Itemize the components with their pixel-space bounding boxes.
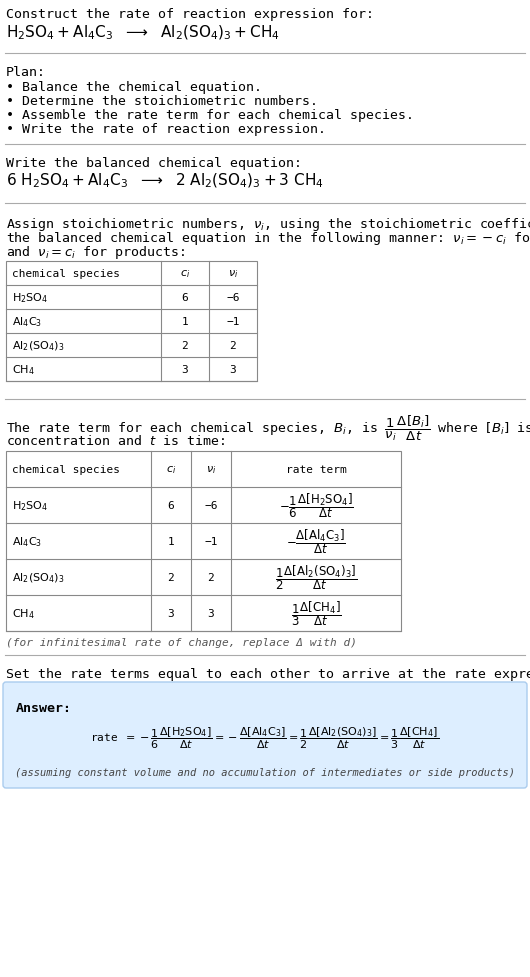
Text: 2: 2	[182, 341, 188, 351]
Text: concentration and $t$ is time:: concentration and $t$ is time:	[6, 434, 225, 447]
Text: −6: −6	[226, 293, 240, 303]
FancyBboxPatch shape	[3, 682, 527, 788]
Text: 3: 3	[229, 364, 236, 374]
Text: $\mathrm{H_2SO_4}$: $\mathrm{H_2SO_4}$	[12, 291, 48, 305]
Text: 2: 2	[229, 341, 236, 351]
Text: $\dfrac{1}{3}\dfrac{\Delta[\mathrm{CH_4}]}{\Delta t}$: $\dfrac{1}{3}\dfrac{\Delta[\mathrm{CH_4}…	[290, 599, 341, 628]
Text: • Balance the chemical equation.: • Balance the chemical equation.	[6, 81, 262, 94]
Text: chemical species: chemical species	[12, 464, 120, 475]
Text: 2: 2	[208, 573, 214, 582]
Text: Answer:: Answer:	[16, 701, 72, 714]
Text: 3: 3	[182, 364, 188, 374]
Text: $-\dfrac{1}{6}\dfrac{\Delta[\mathrm{H_2SO_4}]}{\Delta t}$: $-\dfrac{1}{6}\dfrac{\Delta[\mathrm{H_2S…	[279, 491, 354, 520]
Bar	[6, 451, 401, 631]
Text: $\mathrm{Al_2(SO_4)_3}$: $\mathrm{Al_2(SO_4)_3}$	[12, 571, 64, 584]
Text: $\dfrac{1}{2}\dfrac{\Delta[\mathrm{Al_2(SO_4)_3}]}{\Delta t}$: $\dfrac{1}{2}\dfrac{\Delta[\mathrm{Al_2(…	[275, 563, 357, 592]
Text: The rate term for each chemical species, $B_i$, is $\dfrac{1}{\nu_i}\dfrac{\Delt: The rate term for each chemical species,…	[6, 413, 530, 443]
Text: $\mathrm{6\ H_2SO_4 + Al_4C_3\ \ \longrightarrow\ \ 2\ Al_2(SO_4)_3 + 3\ CH_4}$: $\mathrm{6\ H_2SO_4 + Al_4C_3\ \ \longri…	[6, 172, 324, 191]
Text: $\mathrm{Al_4C_3}$: $\mathrm{Al_4C_3}$	[12, 534, 42, 548]
Text: • Write the rate of reaction expression.: • Write the rate of reaction expression.	[6, 123, 326, 136]
Text: $\mathrm{H_2SO_4}$: $\mathrm{H_2SO_4}$	[12, 498, 48, 512]
Text: $c_i$: $c_i$	[180, 268, 190, 279]
Text: $\mathrm{Al_2(SO_4)_3}$: $\mathrm{Al_2(SO_4)_3}$	[12, 339, 64, 353]
Text: 2: 2	[167, 573, 174, 582]
Text: Construct the rate of reaction expression for:: Construct the rate of reaction expressio…	[6, 8, 374, 21]
Text: $\mathrm{CH_4}$: $\mathrm{CH_4}$	[12, 607, 35, 620]
Text: $\mathrm{Al_4C_3}$: $\mathrm{Al_4C_3}$	[12, 315, 42, 328]
Text: $-\dfrac{\Delta[\mathrm{Al_4C_3}]}{\Delta t}$: $-\dfrac{\Delta[\mathrm{Al_4C_3}]}{\Delt…	[286, 527, 346, 556]
Text: $\mathrm{CH_4}$: $\mathrm{CH_4}$	[12, 362, 35, 376]
Text: $\nu_i$: $\nu_i$	[206, 464, 216, 476]
Text: Write the balanced chemical equation:: Write the balanced chemical equation:	[6, 157, 302, 170]
Text: 6: 6	[182, 293, 188, 303]
Text: $\mathrm{H_2SO_4 + Al_4C_3\ \ \longrightarrow\ \ Al_2(SO_4)_3 + CH_4}$: $\mathrm{H_2SO_4 + Al_4C_3\ \ \longright…	[6, 24, 280, 42]
Text: Assign stoichiometric numbers, $\nu_i$, using the stoichiometric coefficients, $: Assign stoichiometric numbers, $\nu_i$, …	[6, 216, 530, 233]
Text: 1: 1	[167, 536, 174, 546]
Text: −1: −1	[204, 536, 218, 546]
Text: • Assemble the rate term for each chemical species.: • Assemble the rate term for each chemic…	[6, 108, 414, 122]
Text: Plan:: Plan:	[6, 65, 46, 79]
Text: rate term: rate term	[286, 464, 347, 475]
Text: chemical species: chemical species	[12, 269, 120, 278]
Text: Set the rate terms equal to each other to arrive at the rate expression:: Set the rate terms equal to each other t…	[6, 667, 530, 680]
Text: −6: −6	[204, 500, 218, 510]
Text: rate $= -\dfrac{1}{6}\dfrac{\Delta[\mathrm{H_2SO_4}]}{\Delta t}= -\dfrac{\Delta[: rate $= -\dfrac{1}{6}\dfrac{\Delta[\math…	[91, 725, 439, 750]
Text: $\nu_i$: $\nu_i$	[228, 268, 238, 279]
Text: the balanced chemical equation in the following manner: $\nu_i = -c_i$ for react: the balanced chemical equation in the fo…	[6, 230, 530, 247]
Text: 3: 3	[167, 609, 174, 618]
Text: 6: 6	[167, 500, 174, 510]
Bar	[6, 262, 257, 382]
Text: $c_i$: $c_i$	[166, 464, 176, 476]
Text: (assuming constant volume and no accumulation of intermediates or side products): (assuming constant volume and no accumul…	[15, 767, 515, 778]
Text: −1: −1	[226, 317, 240, 326]
Text: 1: 1	[182, 317, 188, 326]
Text: and $\nu_i = c_i$ for products:: and $\nu_i = c_i$ for products:	[6, 243, 185, 261]
Text: • Determine the stoichiometric numbers.: • Determine the stoichiometric numbers.	[6, 95, 318, 107]
Text: (for infinitesimal rate of change, replace Δ with d): (for infinitesimal rate of change, repla…	[6, 637, 357, 648]
Text: 3: 3	[208, 609, 214, 618]
